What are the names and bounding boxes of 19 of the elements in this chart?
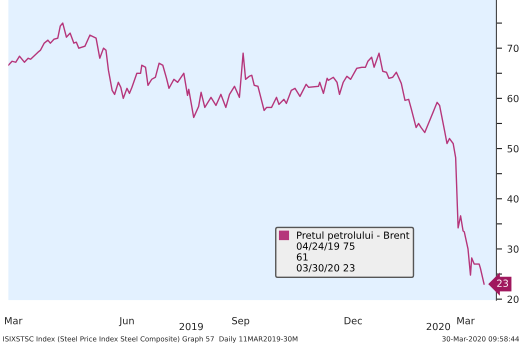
annotation: 61 bbox=[296, 253, 308, 261]
x-tick-label: Mar bbox=[5, 317, 22, 324]
annotation: 03/30/20 23 bbox=[296, 264, 355, 272]
annotation: 04/24/19 75 bbox=[296, 242, 354, 251]
y-tick-label: 60 bbox=[508, 94, 519, 102]
y-tick-label: 50 bbox=[508, 145, 519, 152]
x-tick-label: Sep bbox=[232, 316, 250, 326]
y-tick-label: 40 bbox=[507, 195, 519, 203]
y-tick-label: 20 bbox=[508, 296, 519, 303]
x-tick-label: Dec bbox=[344, 317, 362, 324]
legend-label: Pretul petrolului - Brent bbox=[297, 231, 410, 241]
x-tick-label: Jun bbox=[118, 317, 134, 326]
x2-tick-label: 2020 bbox=[426, 322, 450, 330]
x2-tick-label: 2019 bbox=[180, 322, 203, 330]
x-tick-label: Mar bbox=[457, 317, 475, 324]
annotation: 23 bbox=[497, 280, 508, 287]
y-tick-label: 30 bbox=[508, 245, 519, 253]
y-tick-label: 70 bbox=[508, 44, 519, 52]
line-series bbox=[8, 22, 485, 285]
